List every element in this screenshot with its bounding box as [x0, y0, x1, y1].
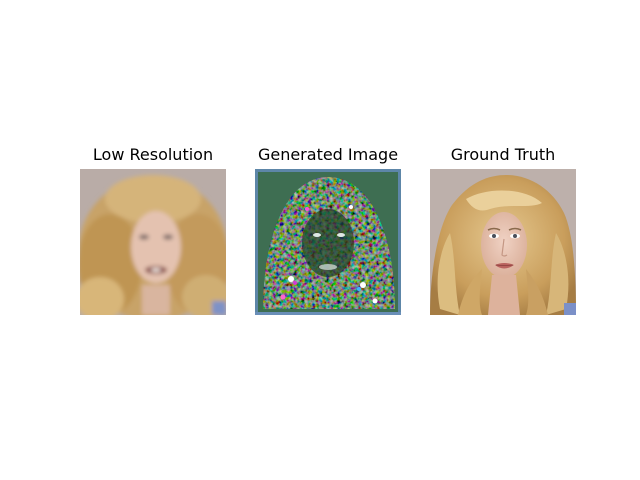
panel-low-resolution: Low Resolution: [80, 144, 226, 315]
ground-truth-face-image: [430, 169, 576, 315]
panel-title: Ground Truth: [450, 145, 556, 164]
panel-title: Generated Image: [257, 145, 399, 164]
panel-generated-image: Generated Image: [255, 144, 401, 315]
panel-ground-truth: Ground Truth: [430, 144, 576, 315]
low-resolution-face-image: [80, 169, 226, 315]
generated-noisy-face-image: [255, 169, 401, 315]
panel-title: Low Resolution: [92, 145, 214, 164]
